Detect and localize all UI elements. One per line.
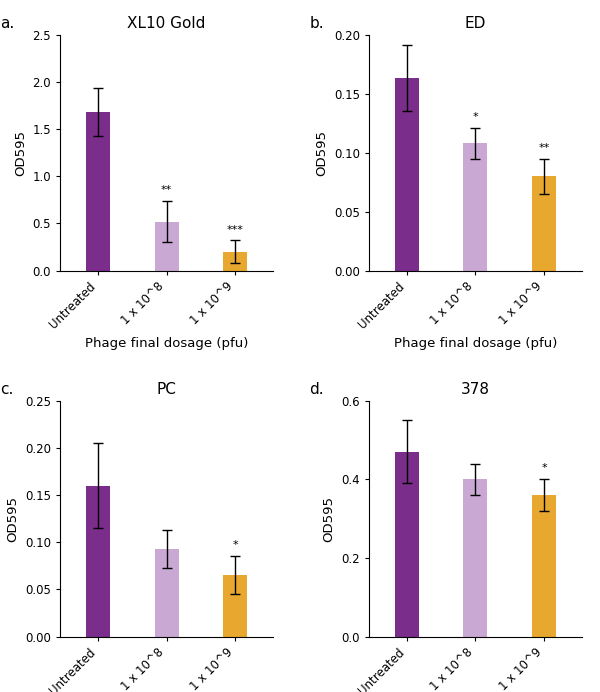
X-axis label: Phage final dosage (pfu): Phage final dosage (pfu) (85, 336, 248, 349)
Bar (463, 143, 487, 271)
Text: **: ** (539, 143, 550, 153)
Text: *: * (473, 112, 478, 122)
Bar (223, 575, 247, 637)
Bar (395, 452, 419, 637)
Title: ED: ED (465, 16, 486, 30)
Y-axis label: OD595: OD595 (7, 495, 19, 542)
Bar (86, 486, 110, 637)
Text: *: * (541, 464, 547, 473)
Bar (532, 495, 556, 637)
Title: 378: 378 (461, 381, 490, 397)
Bar (463, 480, 487, 637)
Bar (223, 252, 247, 271)
Bar (532, 176, 556, 271)
Bar (86, 112, 110, 271)
Bar (155, 221, 179, 271)
Text: *: * (232, 540, 238, 550)
Y-axis label: OD595: OD595 (323, 495, 336, 542)
X-axis label: Phage final dosage (pfu): Phage final dosage (pfu) (394, 336, 557, 349)
Bar (395, 78, 419, 271)
Text: ***: *** (227, 225, 244, 235)
Title: PC: PC (157, 381, 176, 397)
Y-axis label: OD595: OD595 (14, 129, 27, 176)
Title: XL10 Gold: XL10 Gold (127, 16, 206, 30)
Text: c.: c. (1, 382, 14, 397)
Text: d.: d. (309, 382, 324, 397)
Text: **: ** (161, 185, 172, 195)
Y-axis label: OD595: OD595 (316, 129, 328, 176)
Text: b.: b. (309, 16, 324, 30)
Bar (155, 549, 179, 637)
Text: a.: a. (1, 16, 14, 30)
